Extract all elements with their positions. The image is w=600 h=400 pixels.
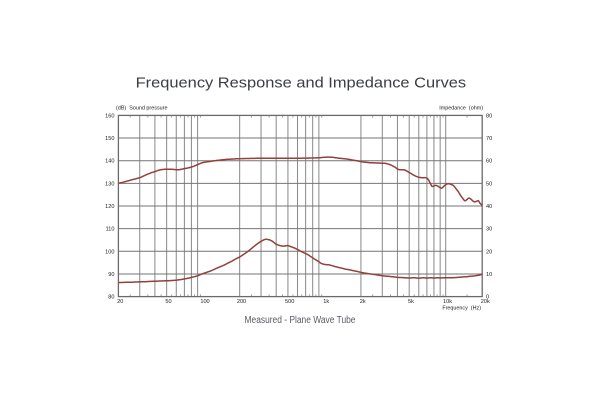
svg-text:0: 0 <box>486 295 489 301</box>
svg-text:10: 10 <box>486 272 492 278</box>
svg-text:20: 20 <box>486 249 492 255</box>
svg-text:200: 200 <box>237 299 246 305</box>
svg-text:5k: 5k <box>408 299 414 305</box>
svg-text:100: 100 <box>105 249 114 255</box>
svg-text:70: 70 <box>486 136 492 142</box>
svg-text:Measured - Plane Wave Tube: Measured - Plane Wave Tube <box>245 315 356 326</box>
svg-text:110: 110 <box>106 227 115 233</box>
svg-text:60: 60 <box>486 159 492 165</box>
svg-text:10k: 10k <box>443 299 452 305</box>
svg-text:1k: 1k <box>323 299 329 305</box>
svg-text:150: 150 <box>105 136 114 142</box>
svg-text:80: 80 <box>108 295 114 301</box>
svg-text:100: 100 <box>200 299 209 305</box>
svg-text:50: 50 <box>486 181 492 187</box>
svg-text:Frequency (Hz): Frequency (Hz) <box>442 306 481 312</box>
svg-text:2k: 2k <box>360 299 366 305</box>
svg-text:120: 120 <box>105 204 114 210</box>
svg-text:130: 130 <box>105 181 114 187</box>
svg-text:160: 160 <box>105 113 114 119</box>
svg-text:80: 80 <box>486 113 492 119</box>
svg-text:90: 90 <box>108 272 114 278</box>
svg-text:20k: 20k <box>481 299 490 305</box>
svg-text:40: 40 <box>486 204 492 210</box>
svg-text:Impedance (ohm): Impedance (ohm) <box>439 105 483 111</box>
svg-text:30: 30 <box>486 227 492 233</box>
svg-text:140: 140 <box>105 159 114 165</box>
svg-text:Frequency Response and Impedan: Frequency Response and Impedance Curves <box>136 76 467 92</box>
svg-text:20: 20 <box>117 299 123 305</box>
svg-text:500: 500 <box>285 299 294 305</box>
svg-text:50: 50 <box>165 299 171 305</box>
svg-text:(dB) Sound pressure: (dB) Sound pressure <box>116 105 168 111</box>
